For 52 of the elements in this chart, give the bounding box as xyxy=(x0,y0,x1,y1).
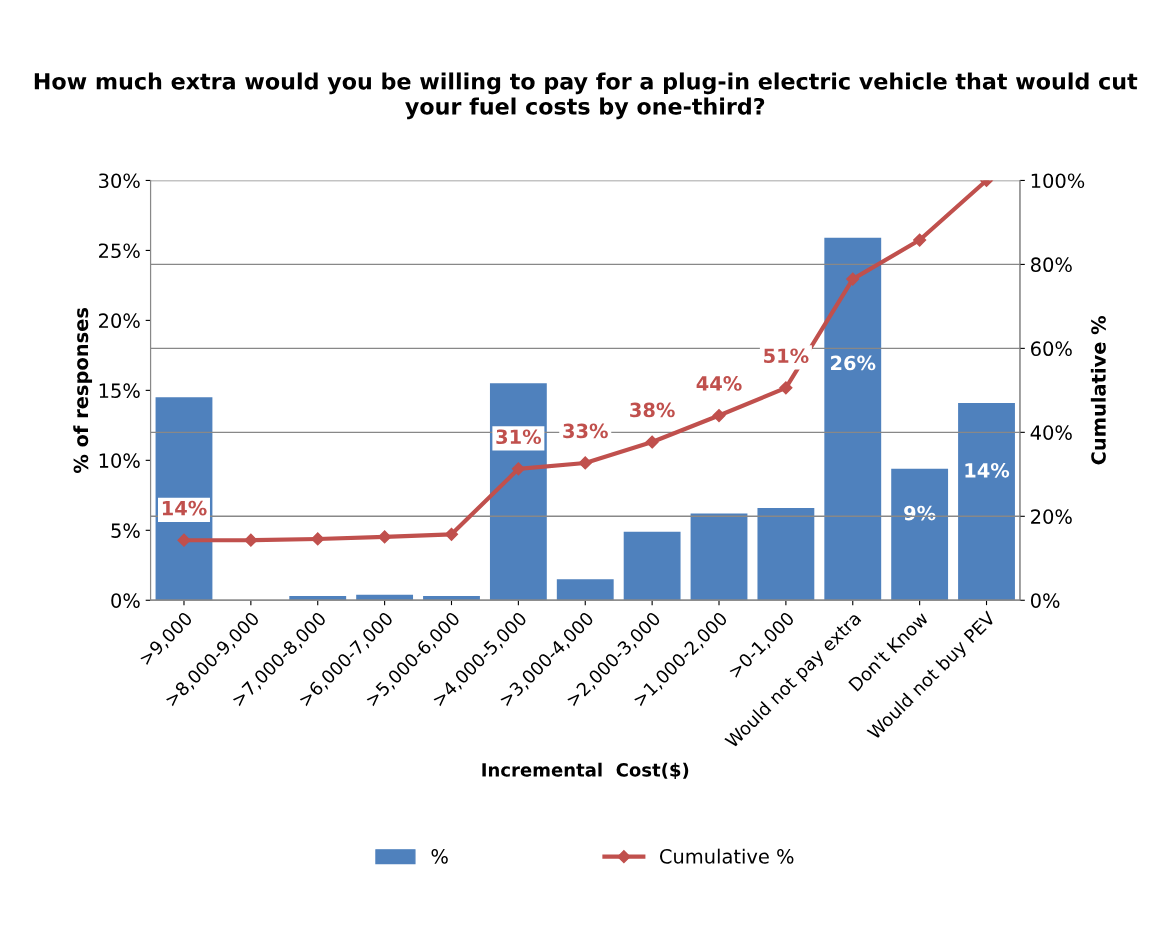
data-label: 38% xyxy=(630,402,675,418)
chart-title: How much extra would you be willing to pay for a plug-in electric vehicle that would cut your fuel costs by one-third? xyxy=(34,72,1138,120)
y-tick-label: 5% xyxy=(111,523,140,538)
point xyxy=(846,272,860,286)
y2-tick-label: 20% xyxy=(1031,509,1072,524)
bar xyxy=(824,237,882,601)
y2-tick-label: 40% xyxy=(1030,425,1072,441)
legend-label: Cumulative % xyxy=(659,848,794,864)
bar xyxy=(289,596,347,601)
data-label: 14% xyxy=(162,500,207,516)
data-label: 31% xyxy=(496,429,542,445)
y-tick-label: 30% xyxy=(99,173,140,189)
point xyxy=(177,533,191,547)
point xyxy=(511,462,525,476)
point xyxy=(311,532,325,546)
legend-label: % xyxy=(431,849,448,864)
y-tick-label: 20% xyxy=(99,313,140,329)
point xyxy=(779,381,793,395)
point xyxy=(645,435,659,449)
y-tick-label: 0% xyxy=(111,593,140,608)
y-tick-label: 10% xyxy=(99,453,140,468)
bar xyxy=(891,468,949,601)
data-label: 9% xyxy=(904,505,936,521)
y-tick-label: 25% xyxy=(99,243,140,259)
bar xyxy=(690,513,748,601)
bar xyxy=(958,402,1015,601)
y2-tick-label: 0% xyxy=(1030,593,1060,608)
data-label: 51% xyxy=(764,348,809,364)
y2-tick-label: 80% xyxy=(1031,257,1072,273)
bar xyxy=(423,596,480,601)
data-label: 44% xyxy=(696,376,742,391)
point xyxy=(378,530,392,544)
y2-tick-label: 60% xyxy=(1031,341,1072,357)
bar xyxy=(155,397,213,601)
y2-axis-title: Cumulative % xyxy=(1090,315,1106,465)
bar xyxy=(356,594,414,601)
y-axis-title: % of responses xyxy=(73,307,93,474)
point xyxy=(913,233,927,247)
bar xyxy=(757,507,815,601)
data-label: 33% xyxy=(563,423,608,439)
point xyxy=(444,527,459,541)
point xyxy=(712,408,726,423)
bar xyxy=(556,579,614,601)
y2-tick-label: 100% xyxy=(1031,173,1085,189)
point xyxy=(578,456,592,470)
bar xyxy=(489,383,547,601)
x-axis-title: Incremental Cost($) xyxy=(482,762,689,780)
data-label: 14% xyxy=(965,462,1010,478)
data-label: 26% xyxy=(831,355,876,371)
point xyxy=(244,533,258,547)
y-tick-label: 15% xyxy=(99,383,140,399)
bar xyxy=(623,531,681,601)
